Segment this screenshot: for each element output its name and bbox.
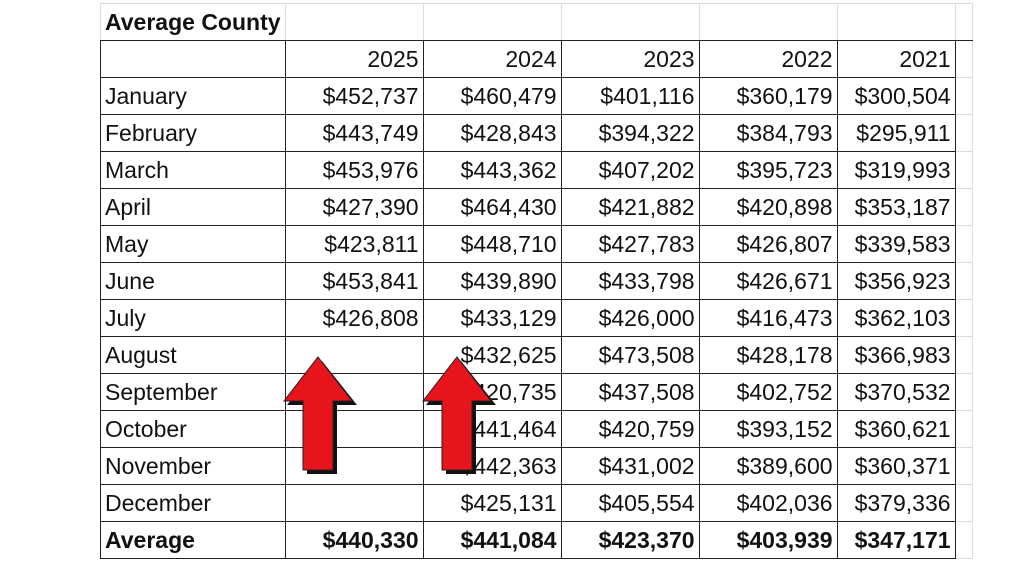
- row-label: Average: [100, 521, 286, 559]
- empty-cell: [954, 521, 973, 559]
- value-cell: $448,710: [422, 225, 562, 263]
- value-cell: $339,583: [836, 225, 956, 263]
- value-cell: $421,882: [560, 188, 700, 226]
- average-cell: $347,171: [836, 521, 956, 559]
- value-cell: $437,508: [560, 373, 700, 411]
- value-cell: $416,473: [698, 299, 838, 337]
- column-header: 2025: [284, 40, 424, 78]
- average-cell: $440,330: [284, 521, 424, 559]
- value-cell: $295,911: [836, 114, 956, 152]
- value-cell: $370,532: [836, 373, 956, 411]
- row-label: October: [100, 410, 286, 448]
- row-label: November: [100, 447, 286, 485]
- value-cell: $353,187: [836, 188, 956, 226]
- value-cell: $427,390: [284, 188, 424, 226]
- value-cell: $389,600: [698, 447, 838, 485]
- value-cell: $360,179: [698, 77, 838, 115]
- value-cell: $443,749: [284, 114, 424, 152]
- column-header: 2021: [836, 40, 956, 78]
- data-row: March $453,976 $443,362 $407,202 $395,723 $31…: [100, 151, 973, 189]
- data-row: April $427,390 $464,430 $421,882 $420,898 $35…: [100, 188, 973, 226]
- row-label: December: [100, 484, 286, 522]
- value-cell: $360,371: [836, 447, 956, 485]
- table-title: Average County: [100, 3, 286, 41]
- arrow: [282, 356, 357, 474]
- column-header: 2024: [422, 40, 562, 78]
- average-row: Average $440,330 $441,084 $423,370 $403,939 $…: [100, 521, 973, 559]
- value-cell: $319,993: [836, 151, 956, 189]
- value-cell: $300,504: [836, 77, 956, 115]
- average-cell: $403,939: [698, 521, 838, 559]
- empty-cell: [284, 336, 424, 374]
- row-label: September: [100, 373, 286, 411]
- empty-cell: [284, 484, 424, 522]
- average-cell: $423,370: [560, 521, 700, 559]
- value-cell: $395,723: [698, 151, 838, 189]
- value-cell: $420,759: [560, 410, 700, 448]
- row-label: May: [100, 225, 286, 263]
- value-cell: $433,798: [560, 262, 700, 300]
- value-cell: $402,036: [698, 484, 838, 522]
- data-row: July $426,808 $433,129 $426,000 $416,473 $362…: [100, 299, 973, 337]
- value-cell: $460,479: [422, 77, 562, 115]
- value-cell: $394,322: [560, 114, 700, 152]
- data-row: February $443,749 $428,843 $394,322 $384,793…: [100, 114, 973, 152]
- value-cell: $426,807: [698, 225, 838, 263]
- value-cell: $426,671: [698, 262, 838, 300]
- value-cell: $426,808: [284, 299, 424, 337]
- value-cell: $379,336: [836, 484, 956, 522]
- empty-cell: [284, 3, 424, 41]
- row-label: August: [100, 336, 286, 374]
- arrow: [421, 356, 496, 474]
- column-header: 2022: [698, 40, 838, 78]
- data-row: May $423,811 $448,710 $427,783 $426,807 $339,…: [100, 225, 973, 263]
- empty-cell: [836, 3, 956, 41]
- value-cell: $473,508: [560, 336, 700, 374]
- empty-cell: [100, 40, 286, 78]
- value-cell: $356,923: [836, 262, 956, 300]
- data-row: January $452,737 $460,479 $401,116 $360,179 $…: [100, 77, 973, 115]
- arrow-shape: [282, 356, 354, 471]
- value-cell: $431,002: [560, 447, 700, 485]
- column-header: 2023: [560, 40, 700, 78]
- value-cell: $401,116: [560, 77, 700, 115]
- data-row: September $420,735 $437,508 $402,752 $370,53…: [100, 373, 973, 411]
- header-row: 2025 2024 2023 2022 2021: [100, 40, 973, 78]
- data-row: June $453,841 $439,890 $433,798 $426,671 $356…: [100, 262, 973, 300]
- arrow-shape: [421, 356, 493, 471]
- value-cell: $407,202: [560, 151, 700, 189]
- average-cell: $441,084: [422, 521, 562, 559]
- value-cell: $439,890: [422, 262, 562, 300]
- value-cell: $427,783: [560, 225, 700, 263]
- data-row: August $432,625 $473,508 $428,178 $366,983: [100, 336, 973, 374]
- spreadsheet-table: Average County 2025 2024 2023 2022 2021 Januar…: [100, 3, 973, 559]
- value-cell: $402,752: [698, 373, 838, 411]
- value-cell: $432,625: [422, 336, 562, 374]
- value-cell: $360,621: [836, 410, 956, 448]
- row-label: April: [100, 188, 286, 226]
